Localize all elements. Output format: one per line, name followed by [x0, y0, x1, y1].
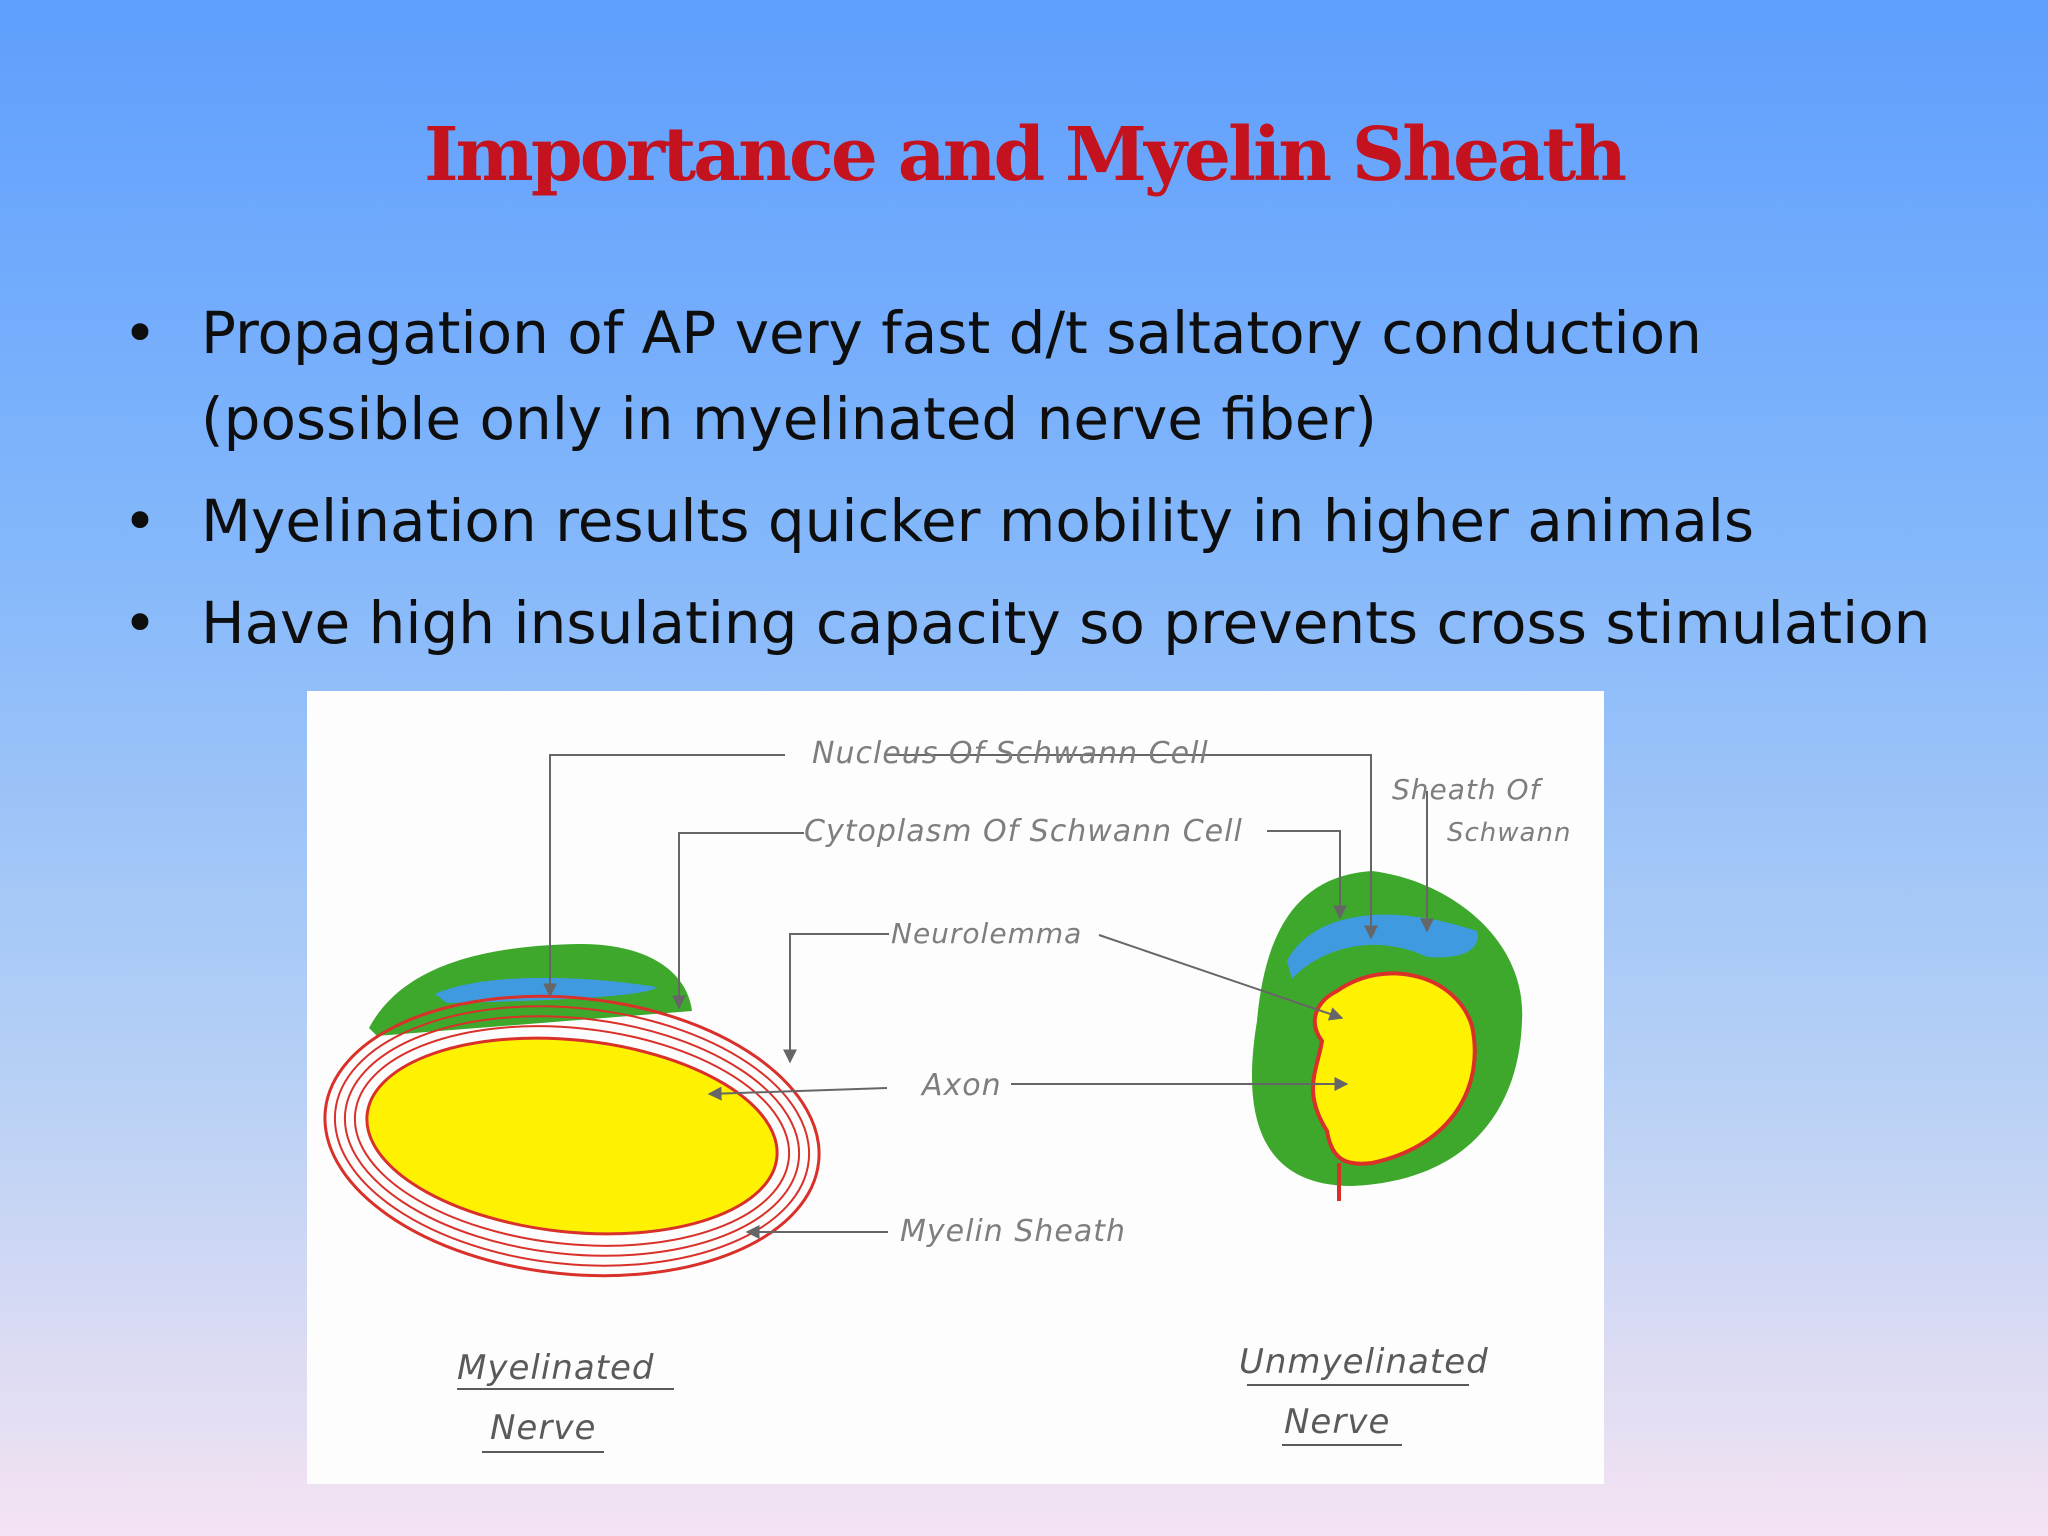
myelinated-fiber-drawing [323, 943, 821, 1278]
slide-title: Importance and Myelin Sheath [423, 112, 1627, 198]
myelin-sheath-layers [323, 994, 821, 1278]
label-neurolemma: Neurolemma [891, 917, 1082, 950]
leader-lines [543, 754, 1434, 1239]
bullet-text: Myelination results quicker mobility in … [201, 487, 1755, 555]
axon-unmyelinated [1311, 971, 1477, 1166]
label-sheath-of-schwann-line1: Sheath Of [1392, 773, 1544, 806]
bullet-dot: • [122, 299, 158, 367]
caption-unmyelinated-line2: Nerve [1284, 1402, 1390, 1442]
bullet-dot: • [122, 589, 158, 657]
unmyelinated-fiber-drawing [1251, 871, 1523, 1201]
axon-myelinated [365, 1036, 779, 1236]
caption-unmyelinated-line1: Unmyelinated [1239, 1342, 1489, 1382]
label-cytoplasm-of-schwann-cell: Cytoplasm Of Schwann Cell [804, 814, 1243, 849]
bullet-list: • Propagation of AP very fast d/t saltat… [120, 290, 2000, 682]
bullet-text: Propagation of AP very fast d/t saltator… [201, 299, 1702, 367]
bullet-item: • Have high insulating capacity so preve… [120, 580, 2000, 666]
bullet-item: • Propagation of AP very fast d/t saltat… [120, 290, 2000, 462]
nerve-fiber-diagram: Nucleus Of Schwann Cell Cytoplasm Of Sch… [307, 691, 1604, 1484]
bullet-item: • Myelination results quicker mobility i… [120, 478, 2000, 564]
caption-myelinated-line2: Nerve [490, 1408, 596, 1448]
bullet-dot: • [122, 487, 158, 555]
bullet-text: Have high insulating capacity so prevent… [201, 589, 1931, 657]
caption-myelinated-line1: Myelinated [457, 1348, 654, 1388]
bullet-text-continuation: (possible only in myelinated nerve fiber… [201, 385, 1377, 453]
label-myelin-sheath: Myelin Sheath [900, 1214, 1126, 1249]
label-axon: Axon [920, 1068, 1002, 1103]
label-nucleus-of-schwann-cell: Nucleus Of Schwann Cell [812, 736, 1209, 771]
diagram-canvas: Nucleus Of Schwann Cell Cytoplasm Of Sch… [323, 736, 1571, 1453]
label-sheath-of-schwann-line2: Schwann [1447, 818, 1571, 848]
